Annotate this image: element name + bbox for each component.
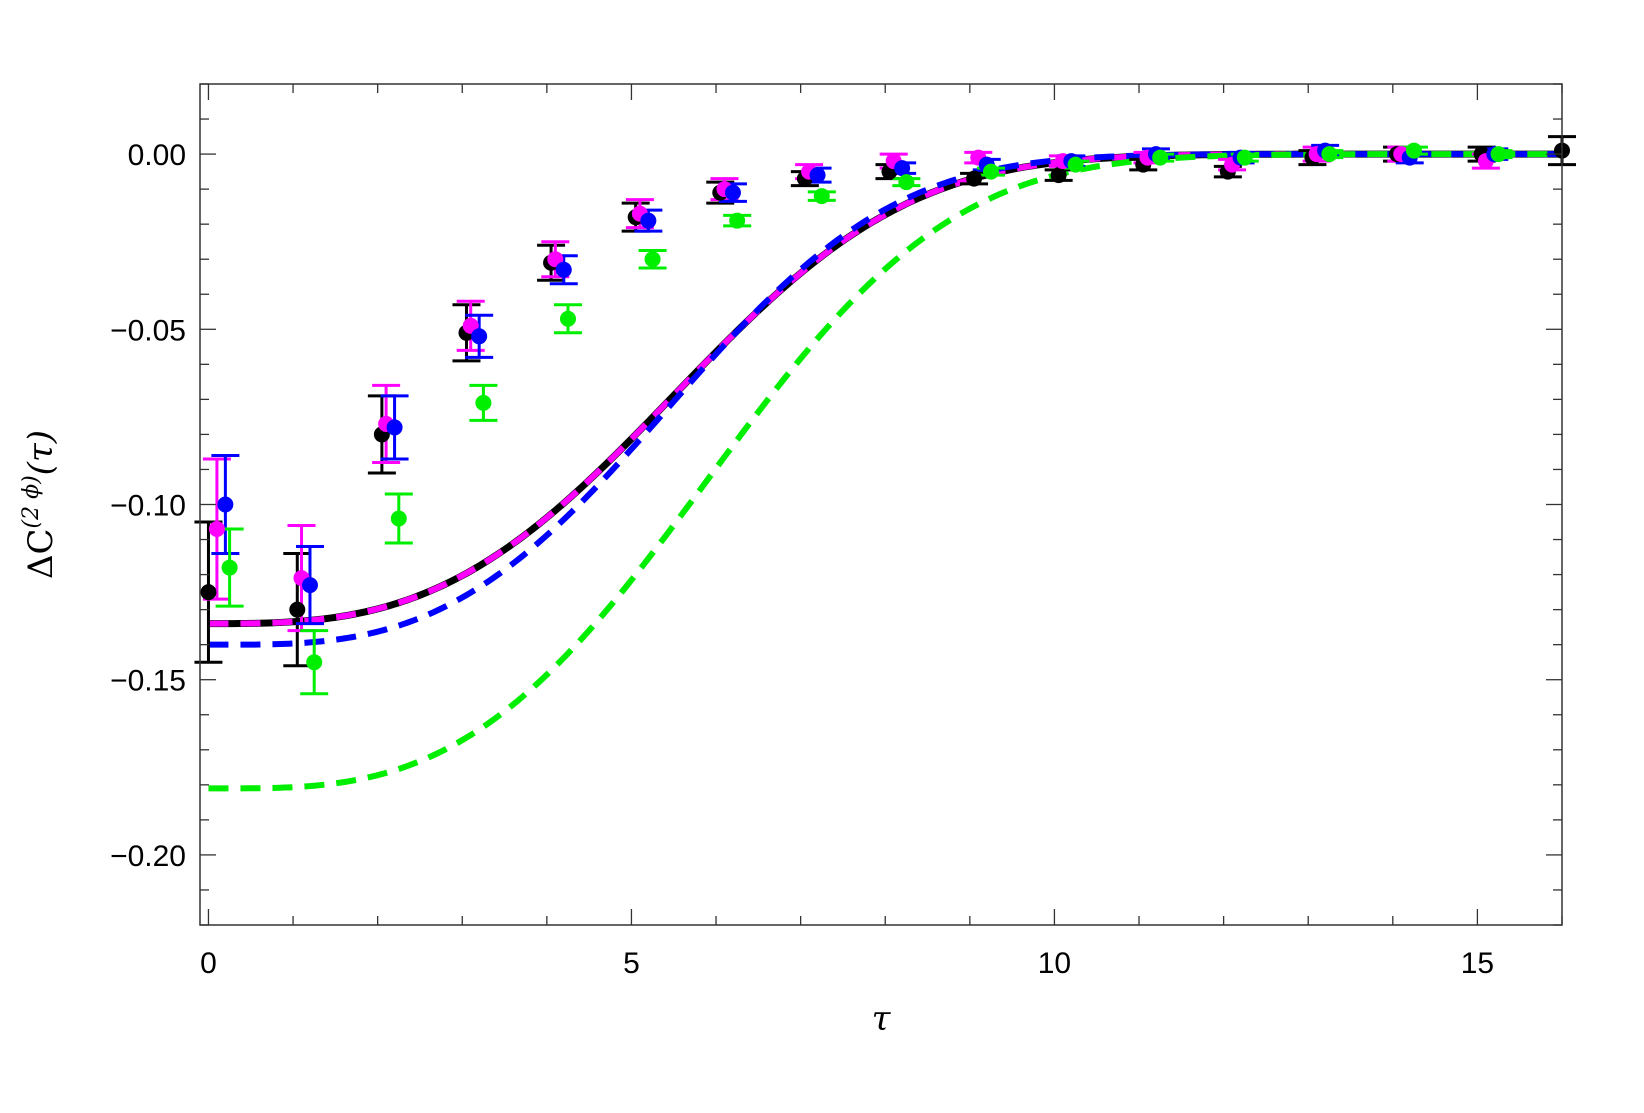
- data-point: [640, 212, 657, 229]
- y-axis-label-superscript: (2 ϕ): [19, 475, 44, 528]
- y-tick-label: −0.05: [110, 314, 186, 347]
- data-point: [386, 419, 403, 436]
- data-point: [301, 577, 318, 594]
- data-point: [1405, 142, 1422, 159]
- fit-curve: [208, 150, 1558, 628]
- data-point: [221, 559, 238, 576]
- x-tick-label: 0: [200, 947, 217, 980]
- y-tick-label: 0.00: [128, 139, 186, 172]
- data-point: [898, 174, 915, 191]
- data-point: [966, 170, 983, 187]
- data-point: [809, 167, 826, 184]
- axis-ticks: [200, 83, 1563, 926]
- x-tick-label: 5: [623, 947, 640, 980]
- data-point: [471, 328, 488, 345]
- fit-curve: [208, 151, 1558, 792]
- data-point: [200, 584, 217, 601]
- data-point: [644, 251, 661, 268]
- data-point: [729, 212, 746, 229]
- data-point: [390, 510, 407, 527]
- data-points: [200, 142, 1570, 671]
- x-tick-label: 10: [1038, 947, 1071, 980]
- data-point: [475, 394, 492, 411]
- y-tick-label: −0.20: [110, 840, 186, 873]
- data-point: [894, 160, 911, 177]
- data-point: [555, 261, 572, 278]
- data-point: [208, 521, 225, 538]
- y-tick-label: −0.10: [110, 490, 186, 523]
- data-point: [813, 188, 830, 205]
- data-point: [217, 496, 234, 513]
- data-point: [1067, 156, 1084, 173]
- fit-curve: [208, 151, 1558, 648]
- y-axis-label-suffix: (τ): [21, 430, 61, 475]
- error-bars: [194, 135, 1576, 696]
- data-point: [1050, 167, 1067, 184]
- x-tick-label: 15: [1461, 947, 1494, 980]
- x-tick-labels: 0 5 10 15: [200, 947, 1494, 980]
- y-axis-label: ΔC(2 ϕ)(τ): [19, 430, 61, 579]
- data-point: [289, 601, 306, 618]
- data-point: [1490, 146, 1507, 163]
- fit-curve: [208, 151, 1558, 627]
- y-tick-label: −0.15: [110, 665, 186, 698]
- data-point: [1152, 149, 1169, 166]
- data-point: [724, 184, 741, 201]
- x-axis-label: τ: [872, 999, 892, 1039]
- data-point: [982, 163, 999, 180]
- data-point: [306, 654, 323, 671]
- fit-curves: [208, 150, 1558, 792]
- data-point: [559, 310, 576, 327]
- data-point: [1236, 149, 1253, 166]
- data-point: [1321, 146, 1338, 163]
- y-tick-labels: 0.00 −0.05 −0.10 −0.15 −0.20: [110, 139, 186, 873]
- y-axis-label-prefix: ΔC: [21, 528, 61, 579]
